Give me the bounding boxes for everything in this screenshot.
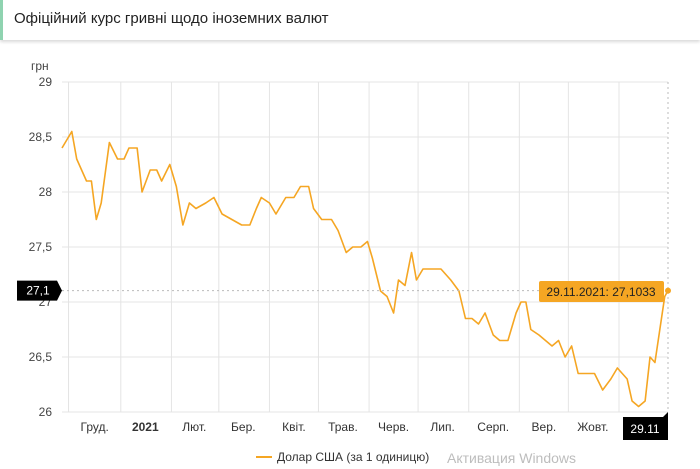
x-tick-label: Бер. [231,420,256,434]
x-tick-label: Лип. [430,420,454,434]
x-tick-label: Жовт. [577,420,608,434]
x-tick-label: Лют. [182,420,206,434]
tooltip [539,281,664,302]
x-crosshair-badge [623,412,668,440]
y-crosshair-badge [17,280,62,301]
x-tick-label: Серп. [477,420,509,434]
legend[interactable]: Долар США (за 1 одиницю) [256,450,429,464]
x-crosshair-value: 29.11 [630,422,659,436]
y-tick-label: 26 [39,405,53,419]
page-title: Офіційний курс гривні щодо іноземних вал… [14,10,329,27]
y-tick-label: 29 [39,75,53,89]
y-tick-label: 28,5 [29,130,53,144]
page-header: Офіційний курс гривні щодо іноземних вал… [0,0,700,40]
x-tick-label: Груд. [81,420,109,434]
x-tick-label: Квіт. [282,420,306,434]
y-tick-label: 27,5 [29,240,53,254]
usd-rate-line [61,130,669,408]
x-tick-label: Трав. [328,420,358,434]
y-crosshair-value: 27,1 [26,284,50,298]
windows-activation-watermark: Активация Windows [447,450,577,466]
y-axis-unit: грн [31,59,49,73]
y-tick-label: 28 [39,185,53,199]
tooltip-text: 29.11.2021: 27,1033 [546,285,656,299]
hover-point[interactable] [665,287,671,294]
legend-label[interactable]: Долар США (за 1 одиницю) [277,450,429,464]
x-tick-label: Вер. [532,420,557,434]
y-tick-label: 26,5 [29,350,53,364]
x-tick-label: Черв. [378,420,409,434]
x-tick-label: 2021 [132,420,159,434]
